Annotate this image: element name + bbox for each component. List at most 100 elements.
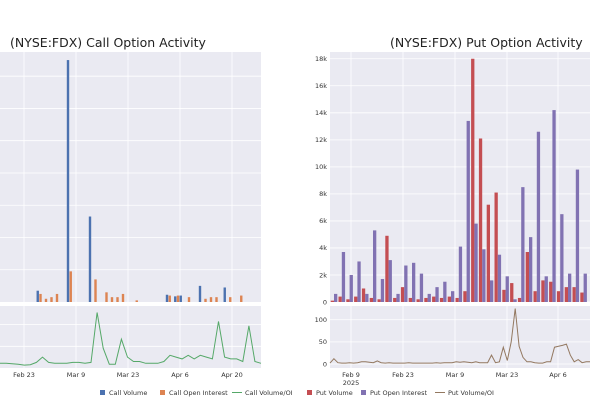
put-y-tick-label: 6k (319, 217, 327, 225)
call-x-tick-label: Apr 20 (221, 371, 243, 379)
call-volume-bar (179, 295, 182, 302)
put-open-interest-bar (482, 249, 486, 302)
put-open-interest-bar (552, 110, 556, 302)
call-volume-bar (165, 294, 169, 302)
legend-label: Call Open Interest (169, 389, 228, 397)
put-volume-bar (541, 280, 545, 302)
put-open-interest-bar (451, 291, 455, 302)
put-volume-bar (556, 291, 561, 302)
call-open-interest-bar (135, 300, 138, 302)
call-open-interest-bar (240, 295, 243, 302)
put-open-interest-bar (474, 223, 478, 302)
put-volume-bar (385, 235, 389, 302)
call-open-interest-bar (204, 298, 207, 302)
call-open-interest-bar (215, 297, 218, 302)
call-volume-bar (66, 60, 70, 303)
put-volume-bar (494, 192, 498, 302)
put-volume-bar (393, 297, 397, 302)
put-volume-bar (354, 296, 358, 302)
put-open-interest-bar (568, 273, 572, 302)
call-x-tick-label: Feb 23 (13, 371, 35, 379)
call-chart-title: (NYSE:FDX) Call Option Activity (10, 35, 206, 50)
put-chart-title: (NYSE:FDX) Put Option Activity (390, 35, 583, 50)
axis-ticks: 0 2k 4k 6k 8k 10k 12k 14k 16k 18k 0 50 100 Feb 23 Mar … (13, 55, 567, 387)
call-volume-bar (174, 296, 177, 302)
call-bar-panel (0, 52, 261, 302)
put-y-tick-label: 2k (319, 271, 327, 279)
put-y-tick-label: 12k (315, 136, 327, 144)
put-y-tick-label: 4k (319, 244, 327, 252)
legend-swatch (307, 390, 312, 395)
put-volume-bar (502, 289, 506, 302)
put-volume-bar (486, 204, 490, 302)
call-open-interest-bar (39, 293, 42, 302)
call-open-interest-bar (44, 298, 48, 302)
put-volume-bar (346, 299, 350, 302)
call-bars (36, 60, 243, 303)
call-volume-bar (198, 285, 202, 302)
put-volume-bar (377, 299, 381, 302)
put-volume-bar (416, 299, 420, 302)
put-x-tick-label: Feb 9 (342, 371, 360, 379)
put-year-label: 2025 (343, 379, 360, 387)
call-open-interest-bar (187, 297, 191, 302)
put-volume-bar (338, 296, 342, 302)
put-open-interest-bar (334, 293, 338, 302)
call-volume-bar (36, 290, 39, 302)
put-volume-bar (432, 296, 436, 302)
call-open-interest-bar (105, 292, 108, 302)
put-volume-bar (549, 281, 553, 302)
put-open-interest-bar (373, 230, 377, 302)
call-open-interest-bar (176, 295, 180, 302)
call-x-tick-label: Apr 6 (171, 371, 188, 379)
put-open-interest-bar (427, 293, 431, 302)
legend-label: Put Volume/OI (448, 389, 494, 397)
put-volume-bar (510, 283, 514, 302)
put-open-interest-bar (490, 280, 494, 302)
legend: Call Volume Call Open Interest Call Volume… (100, 389, 494, 397)
put-volume-bar (447, 296, 451, 302)
put-volume-bar (580, 292, 584, 302)
put-open-interest-bar (497, 254, 502, 302)
put-y-tick-label: 14k (315, 109, 327, 117)
put-open-interest-bar (388, 260, 392, 302)
put-open-interest-bar (583, 273, 587, 302)
put-open-interest-bar (380, 279, 385, 302)
legend-label: Call Volume/OI (245, 389, 293, 397)
put-x-tick-label: Feb 23 (392, 371, 414, 379)
put-volume-bar (361, 288, 366, 302)
put-volume-bar (471, 58, 475, 302)
put-volume-bar (439, 297, 444, 302)
put-open-interest-bar (341, 252, 346, 302)
put-volume-bar (533, 291, 537, 302)
call-volume-bar (88, 216, 92, 302)
put-ratio-line (329, 308, 590, 364)
call-open-interest-bar (110, 297, 114, 302)
put-ratio-y-tick-label: 50 (319, 338, 327, 346)
put-open-interest-bar (435, 287, 439, 302)
put-open-interest-bar (575, 169, 580, 302)
put-open-interest-bar (458, 246, 463, 302)
put-x-tick-label: Mar 23 (496, 371, 519, 379)
legend-swatch (361, 390, 366, 395)
call-open-interest-bar (168, 295, 171, 302)
put-ratio-y-tick-label: 100 (315, 316, 327, 324)
call-ratio-line (0, 312, 262, 366)
put-open-interest-bar (544, 276, 548, 302)
call-volume-bar (223, 287, 226, 302)
call-open-interest-bar (69, 271, 72, 302)
put-ratio-panel (330, 306, 590, 368)
put-open-interest-bar (443, 281, 447, 302)
put-open-interest-bar (357, 261, 361, 302)
put-open-interest-bar (349, 274, 353, 302)
legend-label: Put Volume (316, 389, 353, 397)
put-y-tick-label: 16k (315, 82, 327, 90)
put-y-tick-label: 0 (323, 298, 327, 306)
put-volume-bar (572, 287, 576, 302)
call-open-interest-bar (50, 297, 53, 302)
put-volume-bar (455, 297, 459, 302)
call-open-interest-bar (94, 279, 97, 302)
put-open-interest-bar (513, 299, 517, 302)
put-volume-bar (424, 297, 428, 302)
